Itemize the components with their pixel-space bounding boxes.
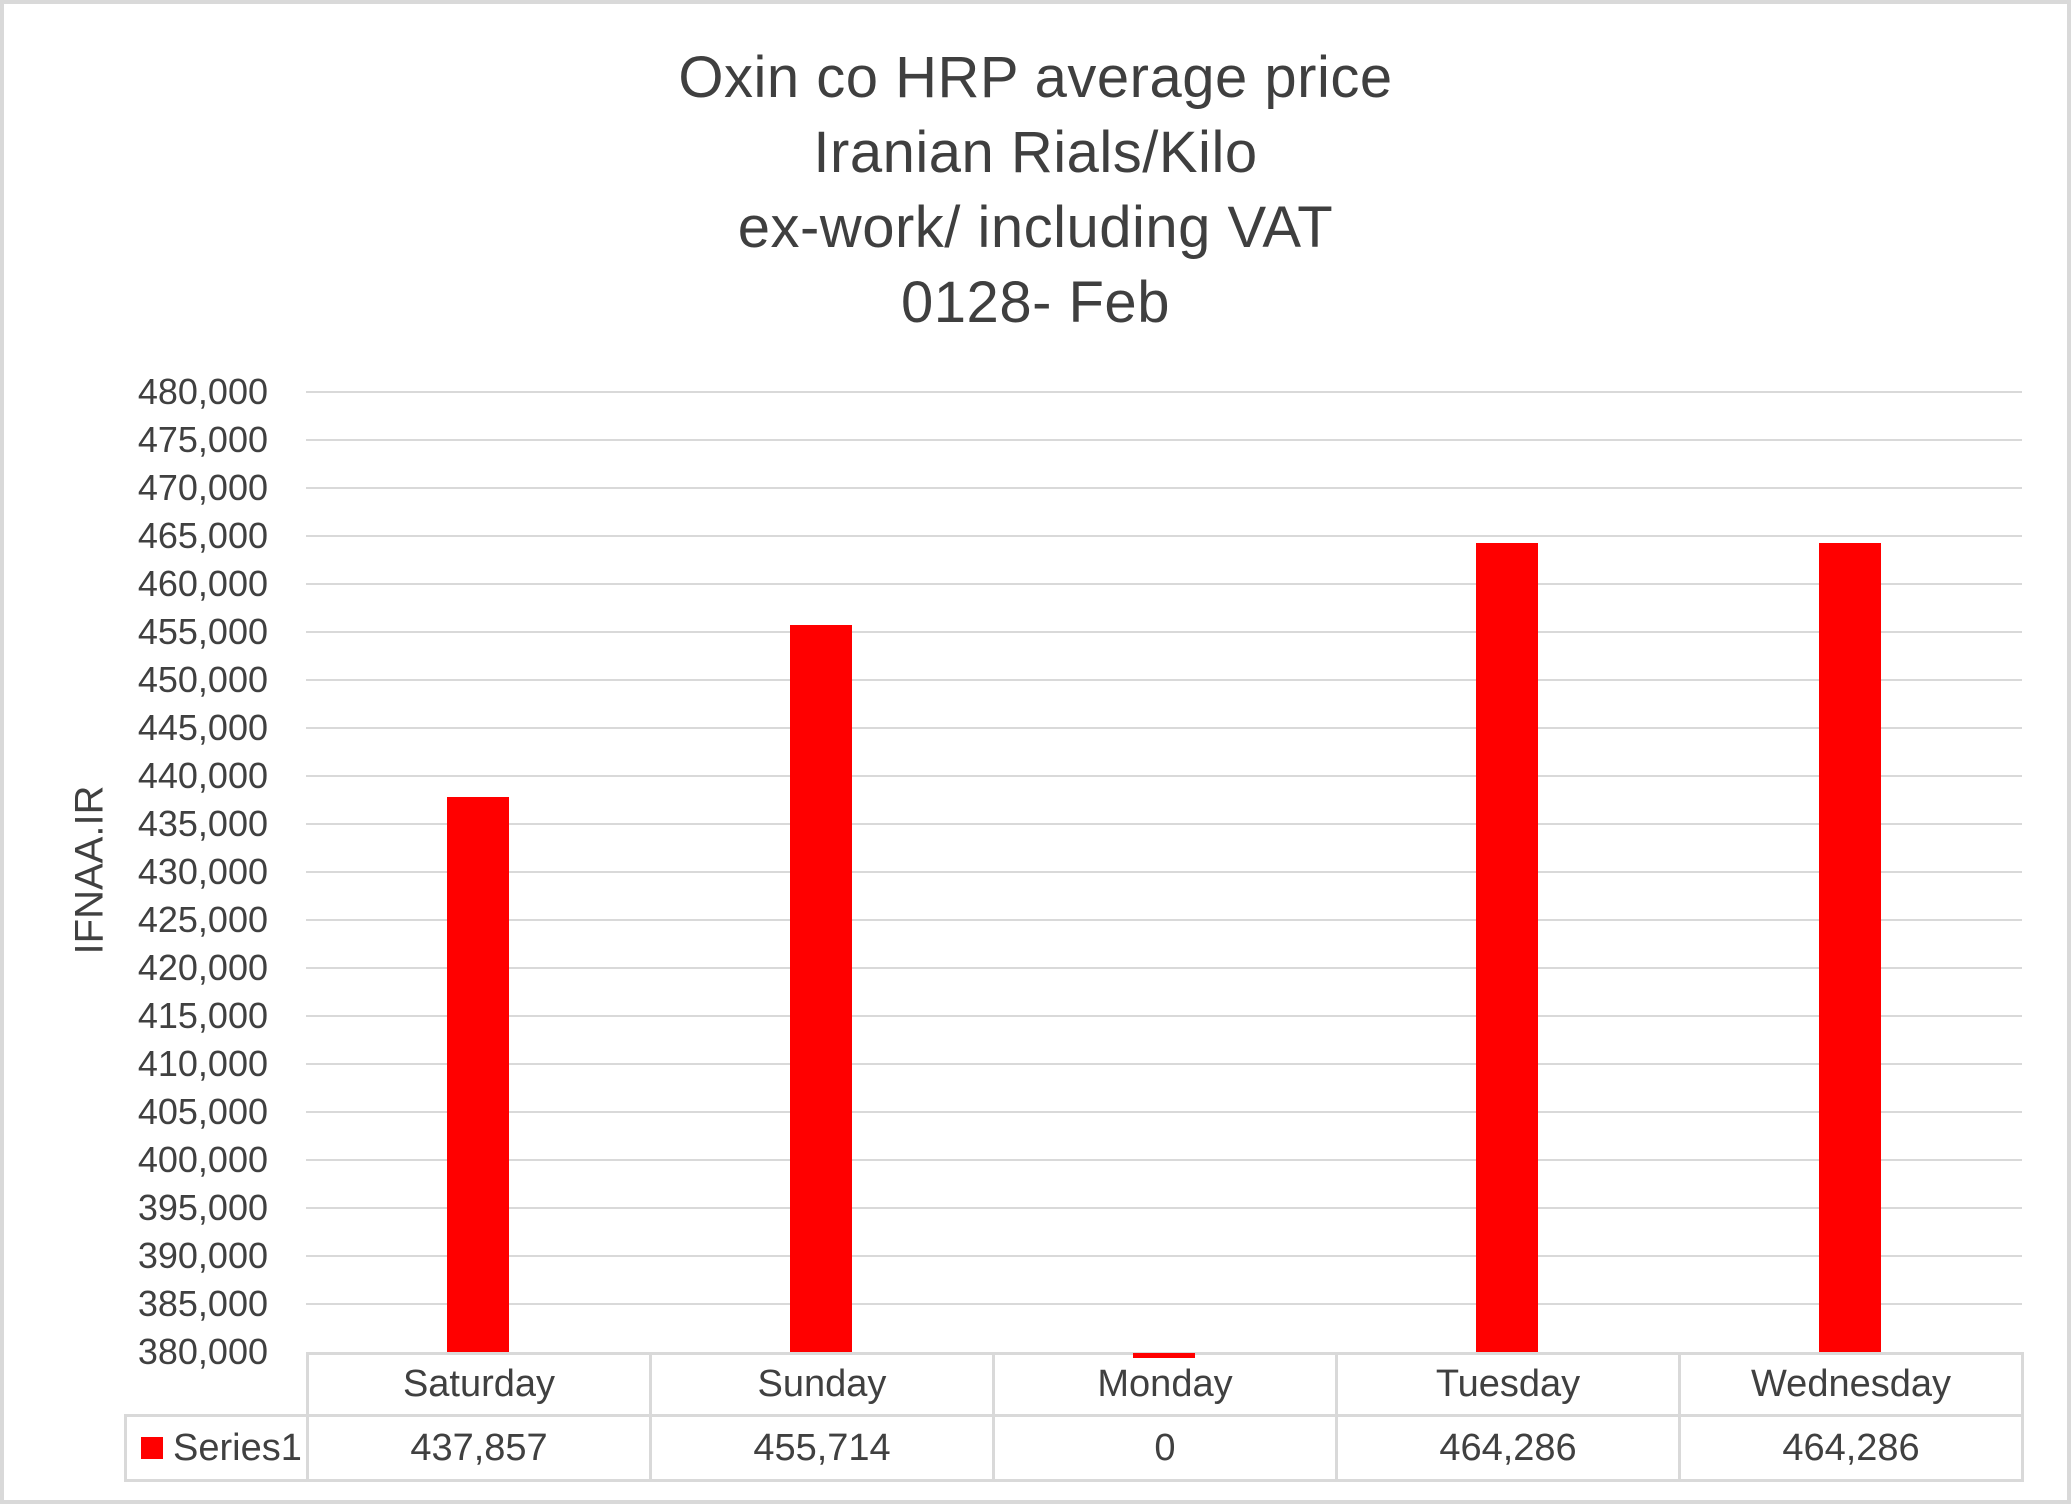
gridline	[306, 919, 2022, 921]
value-cell-sunday: 455,714	[649, 1414, 995, 1482]
y-axis-tick-label: 390,000	[137, 1235, 268, 1276]
y-axis-tick-label: 480,000	[137, 371, 268, 412]
data-table-corner-cell	[126, 1354, 308, 1416]
data-table-value-row: Series1 437,857 455,714 0 464,286 464,28…	[124, 1414, 2024, 1482]
gridline	[306, 1111, 2022, 1113]
value-cell-monday: 0	[992, 1414, 1338, 1482]
y-axis-tick-label: 455,000	[137, 611, 268, 652]
bar-tuesday	[1476, 542, 1539, 1352]
series-name-label: Series1	[173, 1426, 302, 1469]
gridline	[306, 1159, 2022, 1161]
gridline	[306, 583, 2022, 585]
y-axis-tick-label: 395,000	[137, 1187, 268, 1228]
gridline	[306, 439, 2022, 441]
bar-monday	[1133, 1353, 1195, 1358]
chart-title-line-1: Oxin co HRP average price	[678, 45, 1393, 110]
series-legend-swatch-icon	[141, 1437, 163, 1459]
y-axis-tick-label: 475,000	[137, 419, 268, 460]
chart-title: Oxin co HRP average price Iranian Rials/…	[4, 40, 2067, 340]
y-axis-tick-label: 405,000	[137, 1091, 268, 1132]
value-cell-wednesday: 464,286	[1678, 1414, 2024, 1482]
gridline	[306, 487, 2022, 489]
gridline	[306, 631, 2022, 633]
y-axis-tick-label: 460,000	[137, 563, 268, 604]
y-axis-tick-label: 430,000	[137, 851, 268, 892]
chart-title-line-4: 0128- Feb	[901, 270, 1170, 335]
gridline	[306, 727, 2022, 729]
y-axis-tick-label: 400,000	[137, 1139, 268, 1180]
data-table: Saturday Sunday Monday Tuesday Wednesday…	[124, 1352, 2024, 1482]
gridline	[306, 1303, 2022, 1305]
category-header-saturday: Saturday	[306, 1352, 652, 1417]
gridline	[306, 967, 2022, 969]
y-axis-tick-label: 470,000	[137, 467, 268, 508]
category-header-monday: Monday	[992, 1352, 1338, 1417]
y-axis-tick-label: 385,000	[137, 1283, 268, 1324]
y-axis-tick-label: 380,000	[137, 1331, 268, 1372]
gridline	[306, 1255, 2022, 1257]
gridline	[306, 823, 2022, 825]
gridline	[306, 871, 2022, 873]
value-cell-tuesday: 464,286	[1335, 1414, 1681, 1482]
category-header-tuesday: Tuesday	[1335, 1352, 1681, 1417]
chart-title-line-2: Iranian Rials/Kilo	[813, 120, 1258, 185]
gridline	[306, 775, 2022, 777]
y-axis-tick-label: 465,000	[137, 515, 268, 556]
y-axis-tick-label: 420,000	[137, 947, 268, 988]
bar-saturday	[446, 796, 509, 1352]
bar-wednesday	[1819, 542, 1882, 1352]
gridline	[306, 679, 2022, 681]
y-axis-title: IFNAA.IR	[67, 785, 112, 955]
bar-sunday	[789, 625, 852, 1352]
gridline	[306, 1063, 2022, 1065]
y-axis-tick-label: 440,000	[137, 755, 268, 796]
y-axis-tick-label: 445,000	[137, 707, 268, 748]
chart-title-line-3: ex-work/ including VAT	[737, 195, 1334, 260]
gridline	[306, 391, 2022, 393]
y-axis-tick-label: 415,000	[137, 995, 268, 1036]
data-table-header-row: Saturday Sunday Monday Tuesday Wednesday	[126, 1352, 2024, 1417]
y-axis-tick-label: 425,000	[137, 899, 268, 940]
y-axis-tick-label: 450,000	[137, 659, 268, 700]
y-axis-tick-label: 410,000	[137, 1043, 268, 1084]
category-header-sunday: Sunday	[649, 1352, 995, 1417]
value-cell-saturday: 437,857	[306, 1414, 652, 1482]
category-header-wednesday: Wednesday	[1678, 1352, 2024, 1417]
gridline	[306, 1207, 2022, 1209]
y-axis-tick-label: 435,000	[137, 803, 268, 844]
gridline	[306, 535, 2022, 537]
gridline	[306, 1015, 2022, 1017]
legend-cell: Series1	[124, 1414, 309, 1482]
